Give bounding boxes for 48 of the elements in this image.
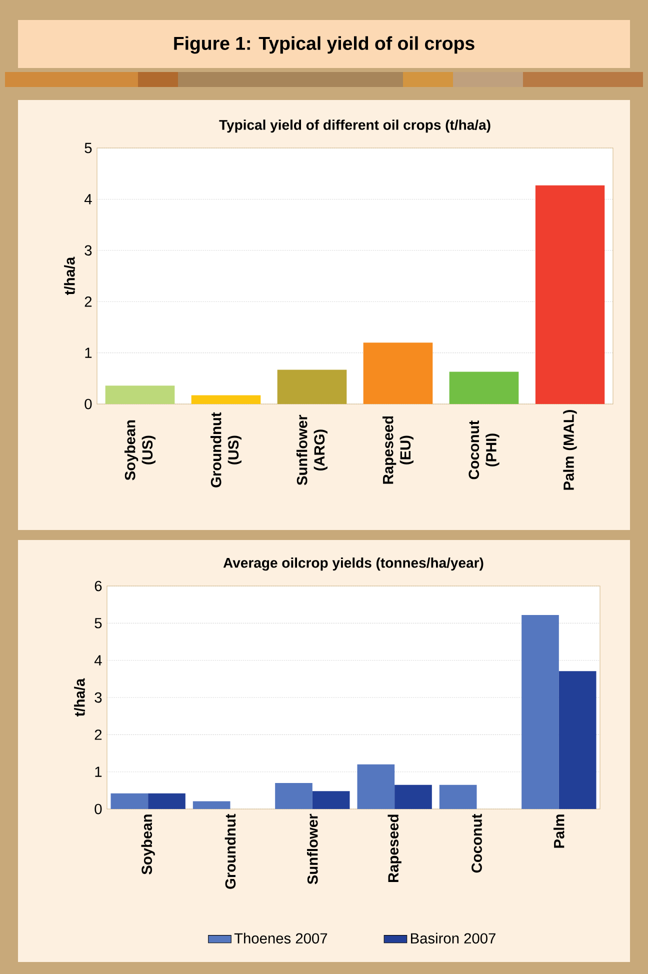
y-tick-label: 3 xyxy=(94,692,102,703)
y-tick-label: 5 xyxy=(84,142,92,154)
y-tick-label: 0 xyxy=(84,398,92,410)
bar xyxy=(394,784,432,810)
bar xyxy=(105,386,175,404)
bar xyxy=(312,791,350,810)
y-tick-label: 4 xyxy=(84,194,92,204)
y-axis-title: t/ha/a xyxy=(74,678,85,716)
bar xyxy=(558,671,596,810)
x-tick-label: Rapeseed xyxy=(388,814,402,882)
bar xyxy=(148,793,186,810)
x-tick-label: Groundnut xyxy=(224,814,236,889)
chart-title: Figure 1: Typical yield of oil crops xyxy=(174,36,474,54)
y-tick-label: 5 xyxy=(94,618,102,628)
chart-title: Average oilcrop yields (tonnes/ha/year) xyxy=(223,558,484,571)
bar xyxy=(449,372,519,404)
y-tick-label: 4 xyxy=(94,655,102,666)
y-tick-label: 3 xyxy=(84,245,92,256)
x-tick-label: Sunflower xyxy=(307,814,318,884)
y-tick-label: 6 xyxy=(94,580,102,592)
x-tick-label: Sunflower (ARG) xyxy=(296,414,328,486)
bar xyxy=(192,801,230,810)
bar xyxy=(535,185,605,404)
chart-subtitle: Typical yield of different oil crops (t/ha/a) xyxy=(219,120,490,133)
y-axis-title: t/ha/a xyxy=(64,256,75,295)
bar xyxy=(110,793,148,810)
x-tick-label: Coconut xyxy=(472,814,482,873)
y-tick-label: 2 xyxy=(94,730,102,740)
x-tick-label: Rapeseed (EU) xyxy=(382,416,414,484)
bar xyxy=(357,764,395,810)
bar xyxy=(522,615,559,810)
x-tick-label: Groundnut (US) xyxy=(210,412,242,488)
bar xyxy=(363,342,433,404)
bar xyxy=(277,370,347,404)
y-tick-label: 0 xyxy=(94,804,102,814)
bar xyxy=(191,395,261,404)
x-tick-label: Palm (MAL) xyxy=(563,410,577,490)
legend-label: Basiron 2007 xyxy=(411,932,496,944)
bar xyxy=(275,782,312,810)
x-tick-label: Coconut (PHI) xyxy=(468,420,500,480)
x-tick-label: Soybean xyxy=(141,814,155,874)
y-tick-label: 1 xyxy=(95,766,102,777)
x-tick-label: Soybean (US) xyxy=(124,420,156,480)
y-tick-label: 2 xyxy=(84,296,92,307)
legend-label: Thoenes 2007 xyxy=(234,932,328,944)
bar xyxy=(439,784,477,810)
x-tick-label: Palm xyxy=(554,814,564,848)
y-tick-label: 1 xyxy=(85,348,92,358)
